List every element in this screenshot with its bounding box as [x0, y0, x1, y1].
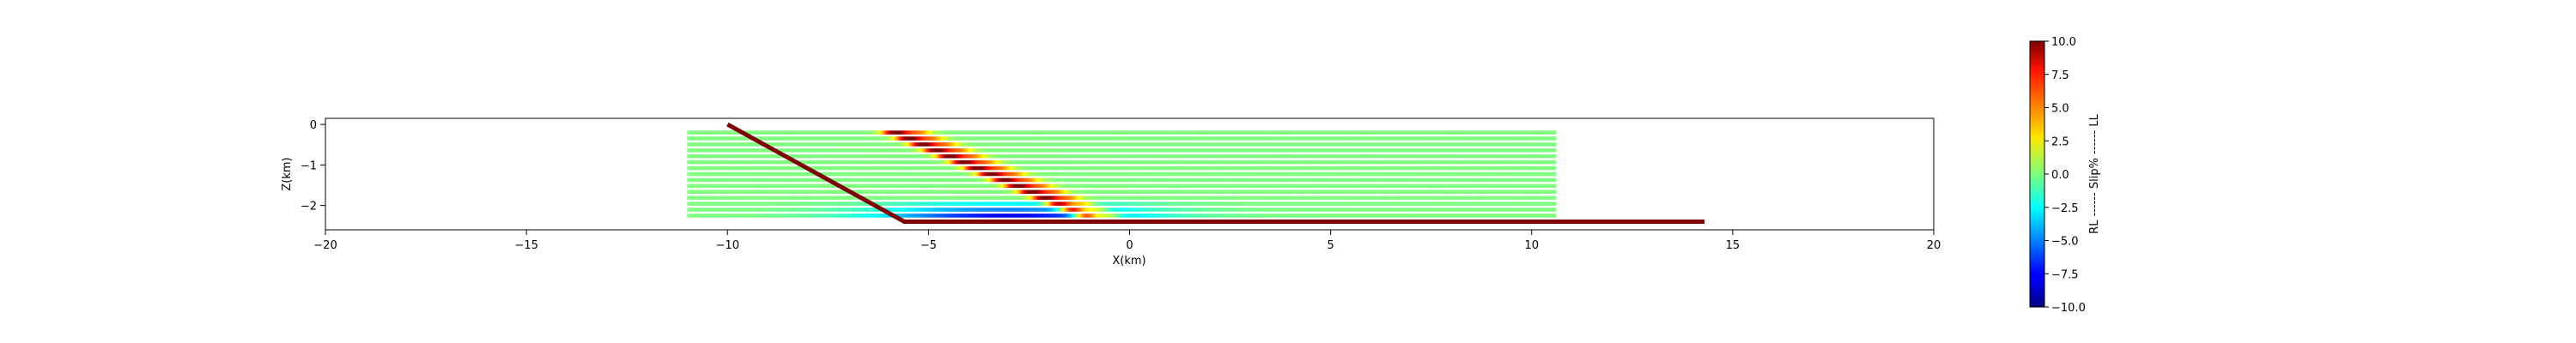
x-tick-label: 10	[1524, 239, 1539, 252]
fault-trace	[726, 122, 1705, 224]
colorbar-tick-label: −7.5	[2051, 268, 2079, 281]
colorbar-tick-label: 5.0	[2051, 103, 2069, 116]
colorbar-tick-label: −10.0	[2051, 302, 2086, 315]
y-axis-label: Z(km)	[281, 157, 294, 190]
x-tick-label: 20	[1927, 239, 1941, 252]
colorbar-tick-label: 7.5	[2051, 69, 2069, 82]
x-tick-label: −10	[716, 239, 739, 252]
x-axis-ticks: −20 −15 −10 −5 0 5 10 15 20	[313, 230, 1941, 252]
slip-layers	[687, 130, 1557, 218]
colorbar-tick-label: −2.5	[2051, 202, 2079, 215]
y-tick-label: 0	[310, 119, 317, 132]
x-tick-label: 15	[1726, 239, 1741, 252]
colorbar-tick-label: 2.5	[2051, 135, 2069, 148]
fault-line	[726, 122, 1705, 224]
colorbar-gradient	[2029, 40, 2045, 308]
colorbar-ticks: 10.0 7.5 5.0 2.5 0.0 −2.5 −5.0 −7.5 −10.0	[2044, 36, 2086, 315]
x-tick-label: 0	[1126, 239, 1133, 252]
plot-axes: −20 −15 −10 −5 0 5 10 15 20 0 −1 −2 X(km) Z(km)	[281, 117, 1941, 268]
colorbar-tick-label: −5.0	[2051, 236, 2079, 249]
y-axis-ticks: 0 −1 −2	[301, 119, 325, 214]
colorbar-tick-label: 10.0	[2051, 36, 2076, 49]
x-tick-label: −5	[920, 239, 937, 252]
colorbar-label: RL ------ Slip% ------ LL	[2088, 113, 2101, 233]
y-tick-label: −1	[301, 159, 317, 172]
y-tick-label: −2	[301, 201, 317, 214]
colorbar-tick-label: 0.0	[2051, 169, 2069, 182]
colorbar: 10.0 7.5 5.0 2.5 0.0 −2.5 −5.0 −7.5 −10.0 RL ---…	[2029, 36, 2101, 315]
x-tick-label: −20	[313, 239, 337, 252]
x-tick-label: 5	[1327, 239, 1334, 252]
x-tick-label: −15	[514, 239, 538, 252]
x-axis-label: X(km)	[1112, 255, 1145, 268]
